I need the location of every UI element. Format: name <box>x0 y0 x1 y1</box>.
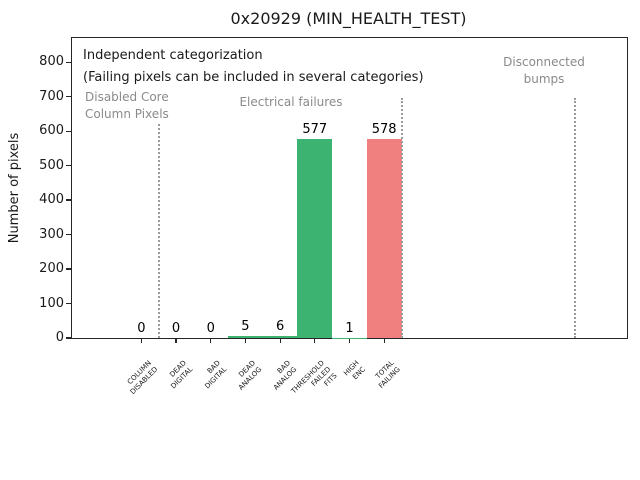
bar <box>262 335 298 338</box>
y-tick-label: 0 <box>55 330 64 345</box>
bar-value-label: 578 <box>371 121 397 137</box>
bar-value-label: 577 <box>302 122 328 138</box>
electrical-failures-label: Electrical failures <box>239 95 343 109</box>
disabled-core-label: Disabled Core Column Pixels <box>85 90 169 122</box>
bar <box>366 138 402 338</box>
section-separator-line <box>573 98 576 338</box>
failing-note: (Failing pixels can be included in sever… <box>83 70 424 85</box>
bar-value-label: 0 <box>206 321 215 336</box>
x-tick-mark <box>175 338 177 343</box>
chart-title: 0x20929 (MIN_HEALTH_TEST) <box>230 9 467 28</box>
y-tick-label: 700 <box>39 88 64 104</box>
bar-value-label: 6 <box>275 318 285 334</box>
y-tick-mark <box>66 268 71 270</box>
x-tick-label: TOTAL FAILING <box>374 359 403 390</box>
bar <box>228 336 263 338</box>
y-axis-label: Number of pixels <box>7 132 22 244</box>
x-tick-label: COLUMN DISABLED <box>125 359 160 396</box>
x-tick-mark <box>314 338 316 343</box>
plot-area: 0 100 200 300 400 500 600 700 800 COLUMN DISABLED… <box>39 37 628 396</box>
x-tick-label: BAD DIGITAL <box>203 359 229 391</box>
y-tick-label: 200 <box>39 261 64 277</box>
y-tick-label: 500 <box>39 157 64 173</box>
x-tick-mark <box>348 338 351 343</box>
bar-value-label: 0 <box>137 321 146 336</box>
y-tick-label: 800 <box>39 54 64 70</box>
y-tick-label: 100 <box>39 295 64 311</box>
x-tick-label: HIGH ENC <box>342 359 368 382</box>
x-tick-mark <box>140 338 142 343</box>
section-separator-line <box>400 98 403 338</box>
bar-value-label: 0 <box>171 321 181 336</box>
y-tick-mark <box>66 96 71 98</box>
y-tick-mark <box>66 233 71 236</box>
y-tick-label: 300 <box>39 226 64 242</box>
bar-value-label: 5 <box>241 319 250 335</box>
y-tick-mark <box>66 302 71 305</box>
x-tick-label: DEAD ANALOG <box>236 359 264 392</box>
y-tick-mark <box>66 199 71 201</box>
y-tick-label: 600 <box>39 123 64 139</box>
disconnected-bumps-label: Disconnected bumps <box>503 55 585 87</box>
y-tick-mark <box>66 61 71 63</box>
x-tick-mark <box>244 338 247 343</box>
y-tick-mark <box>66 337 71 339</box>
y-tick-mark <box>66 164 71 167</box>
x-tick-mark <box>383 338 385 343</box>
bar <box>297 139 333 338</box>
x-tick-mark <box>210 338 212 343</box>
x-tick-label: THRESHOLD FAILED FITS <box>290 359 339 396</box>
y-tick-mark <box>66 130 71 132</box>
independent-note: Independent categorization <box>83 48 263 63</box>
section-separator-line <box>157 124 160 338</box>
y-tick-label: 400 <box>39 192 64 208</box>
x-tick-label: DEAD DIGITAL <box>167 359 194 391</box>
bar-value-label: 1 <box>345 320 354 336</box>
x-tick-mark <box>279 338 281 343</box>
